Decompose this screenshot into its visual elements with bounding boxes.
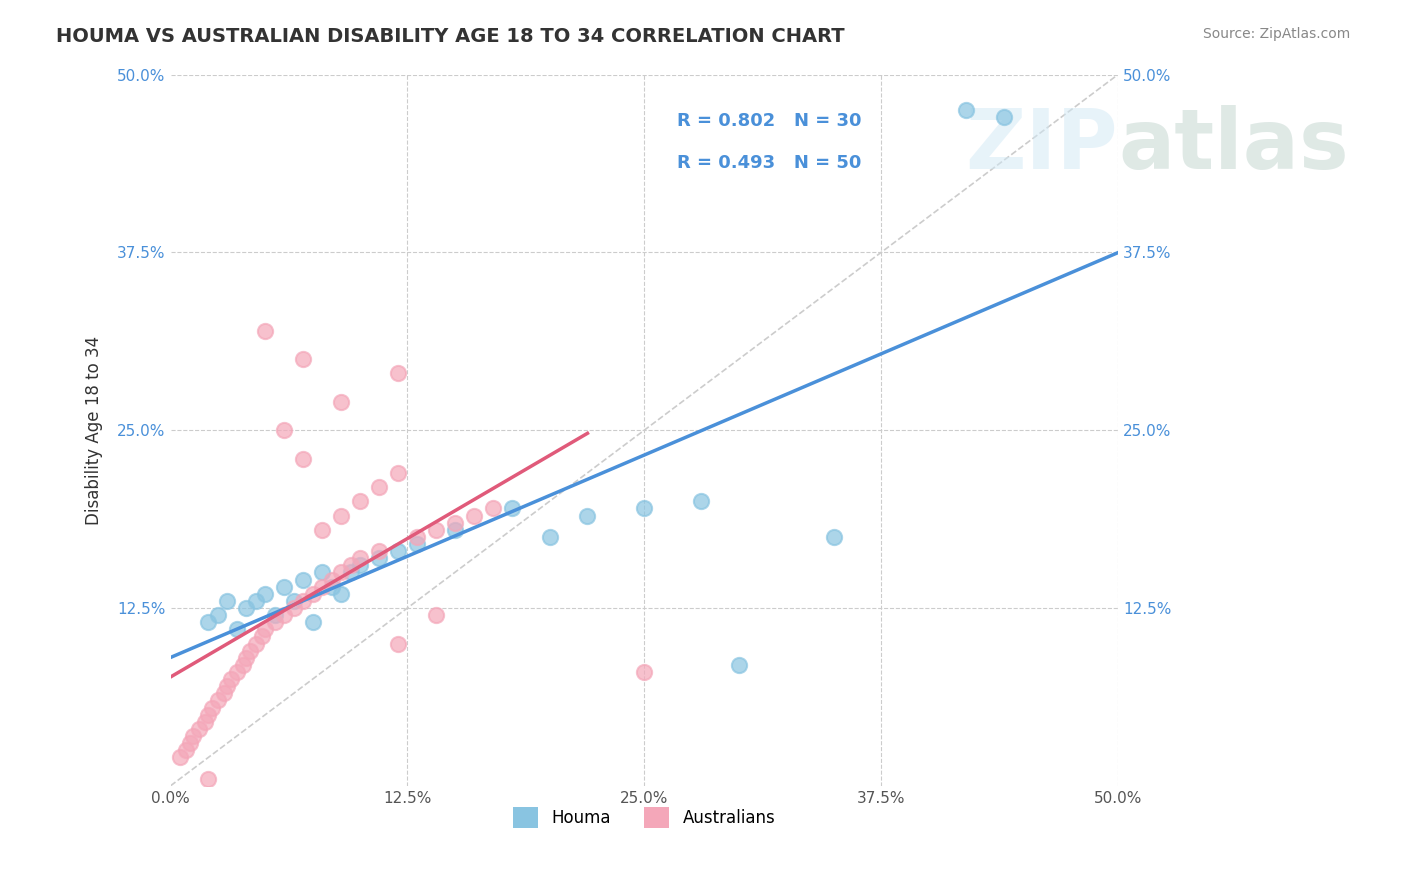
- Point: [311, 566, 333, 580]
- Point: [501, 501, 523, 516]
- Point: [301, 587, 323, 601]
- Point: [197, 615, 219, 630]
- Point: [235, 650, 257, 665]
- Point: [463, 508, 485, 523]
- Point: [212, 686, 235, 700]
- Point: [254, 324, 277, 338]
- Point: [330, 394, 353, 409]
- Point: [217, 679, 239, 693]
- Point: [633, 501, 655, 516]
- Point: [207, 693, 229, 707]
- Legend: Houma, Australians: Houma, Australians: [506, 801, 782, 834]
- Point: [273, 608, 295, 623]
- Point: [387, 544, 409, 558]
- Point: [292, 451, 315, 466]
- Point: [292, 573, 315, 587]
- Text: HOUMA VS AUSTRALIAN DISABILITY AGE 18 TO 34 CORRELATION CHART: HOUMA VS AUSTRALIAN DISABILITY AGE 18 TO…: [56, 27, 845, 45]
- Point: [201, 700, 224, 714]
- Text: Source: ZipAtlas.com: Source: ZipAtlas.com: [1202, 27, 1350, 41]
- Point: [690, 494, 713, 508]
- Point: [406, 530, 429, 544]
- Point: [425, 608, 447, 623]
- Point: [538, 530, 561, 544]
- Point: [368, 480, 391, 494]
- Point: [219, 672, 242, 686]
- Point: [245, 636, 267, 650]
- Point: [254, 623, 277, 637]
- Point: [245, 594, 267, 608]
- Text: ZIP: ZIP: [966, 105, 1118, 186]
- Point: [955, 103, 977, 117]
- Point: [174, 743, 197, 757]
- Point: [728, 657, 751, 672]
- Point: [263, 608, 285, 623]
- Point: [169, 750, 191, 764]
- Point: [443, 516, 465, 530]
- Point: [250, 629, 273, 643]
- Point: [239, 643, 262, 657]
- Point: [254, 587, 277, 601]
- Point: [225, 665, 247, 679]
- Point: [349, 551, 371, 566]
- Point: [292, 351, 315, 366]
- Y-axis label: Disability Age 18 to 34: Disability Age 18 to 34: [86, 335, 103, 524]
- Point: [225, 623, 247, 637]
- Point: [311, 580, 333, 594]
- Point: [330, 566, 353, 580]
- Point: [232, 657, 254, 672]
- Point: [993, 110, 1015, 124]
- Point: [387, 466, 409, 480]
- Point: [823, 530, 845, 544]
- Point: [368, 551, 391, 566]
- Point: [339, 566, 361, 580]
- Point: [188, 722, 211, 736]
- Point: [349, 558, 371, 573]
- Point: [633, 665, 655, 679]
- Point: [217, 594, 239, 608]
- Point: [235, 601, 257, 615]
- Point: [311, 523, 333, 537]
- Point: [387, 366, 409, 380]
- Point: [194, 714, 217, 729]
- Point: [321, 573, 343, 587]
- Point: [349, 494, 371, 508]
- Point: [406, 537, 429, 551]
- Point: [387, 636, 409, 650]
- Point: [301, 615, 323, 630]
- Text: R = 0.802   N = 30: R = 0.802 N = 30: [678, 112, 862, 129]
- Point: [330, 508, 353, 523]
- Point: [443, 523, 465, 537]
- Point: [339, 558, 361, 573]
- Text: atlas: atlas: [1118, 105, 1348, 186]
- Point: [273, 423, 295, 437]
- Point: [197, 707, 219, 722]
- Point: [292, 594, 315, 608]
- Point: [576, 508, 599, 523]
- Point: [330, 587, 353, 601]
- Point: [283, 601, 305, 615]
- Point: [263, 615, 285, 630]
- Point: [273, 580, 295, 594]
- Point: [481, 501, 503, 516]
- Point: [181, 729, 204, 743]
- Point: [207, 608, 229, 623]
- Point: [283, 594, 305, 608]
- Point: [321, 580, 343, 594]
- Point: [425, 523, 447, 537]
- Text: R = 0.493   N = 50: R = 0.493 N = 50: [678, 154, 862, 172]
- Point: [368, 544, 391, 558]
- Point: [179, 736, 201, 750]
- Point: [197, 772, 219, 786]
